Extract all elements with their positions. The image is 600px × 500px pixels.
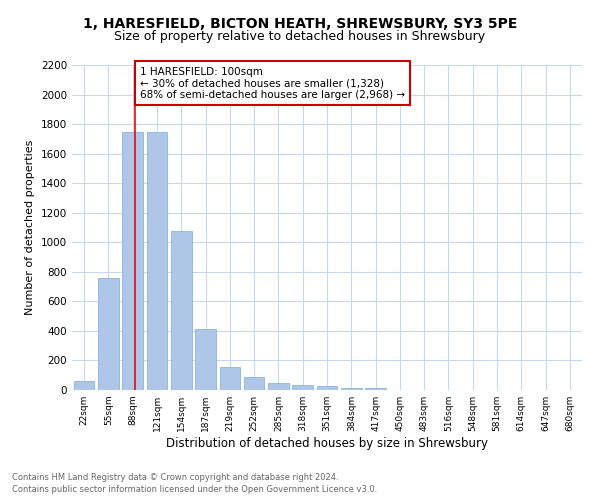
- Bar: [195, 328, 216, 390]
- Text: Size of property relative to detached houses in Shrewsbury: Size of property relative to detached ho…: [115, 30, 485, 43]
- Bar: [268, 384, 289, 390]
- Text: 1 HARESFIELD: 100sqm
← 30% of detached houses are smaller (1,328)
68% of semi-de: 1 HARESFIELD: 100sqm ← 30% of detached h…: [140, 66, 405, 100]
- Bar: [98, 278, 119, 390]
- Bar: [146, 132, 167, 390]
- Text: Contains public sector information licensed under the Open Government Licence v3: Contains public sector information licen…: [12, 485, 377, 494]
- Bar: [220, 367, 240, 390]
- X-axis label: Distribution of detached houses by size in Shrewsbury: Distribution of detached houses by size …: [166, 437, 488, 450]
- Bar: [122, 132, 143, 390]
- Y-axis label: Number of detached properties: Number of detached properties: [25, 140, 35, 315]
- Bar: [317, 386, 337, 390]
- Bar: [365, 388, 386, 390]
- Text: Contains HM Land Registry data © Crown copyright and database right 2024.: Contains HM Land Registry data © Crown c…: [12, 474, 338, 482]
- Text: 1, HARESFIELD, BICTON HEATH, SHREWSBURY, SY3 5PE: 1, HARESFIELD, BICTON HEATH, SHREWSBURY,…: [83, 18, 517, 32]
- Bar: [74, 381, 94, 390]
- Bar: [244, 378, 265, 390]
- Bar: [341, 388, 362, 390]
- Bar: [292, 385, 313, 390]
- Bar: [171, 231, 191, 390]
